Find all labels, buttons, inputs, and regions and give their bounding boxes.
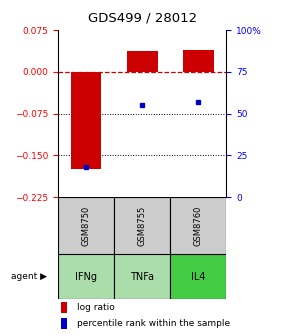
Bar (114, 197, 170, 254)
Text: GSM8755: GSM8755 (137, 206, 147, 246)
Text: GDS499 / 28012: GDS499 / 28012 (88, 12, 197, 25)
Bar (114, 254, 170, 299)
Bar (70, 72, 102, 169)
Text: agent ▶: agent ▶ (11, 272, 47, 281)
Bar (58, 254, 114, 299)
Bar (58, 197, 114, 254)
Bar (170, 197, 226, 254)
Text: TNFa: TNFa (130, 271, 154, 282)
Bar (127, 51, 157, 72)
Text: IFNg: IFNg (75, 271, 97, 282)
Bar (61, 302, 67, 313)
Bar (170, 254, 226, 299)
Text: percentile rank within the sample: percentile rank within the sample (77, 319, 230, 328)
Text: GSM8760: GSM8760 (194, 206, 203, 246)
Bar (61, 319, 67, 329)
Bar (183, 50, 213, 72)
Text: GSM8750: GSM8750 (81, 206, 90, 246)
Text: IL4: IL4 (191, 271, 205, 282)
Text: log ratio: log ratio (77, 303, 114, 312)
